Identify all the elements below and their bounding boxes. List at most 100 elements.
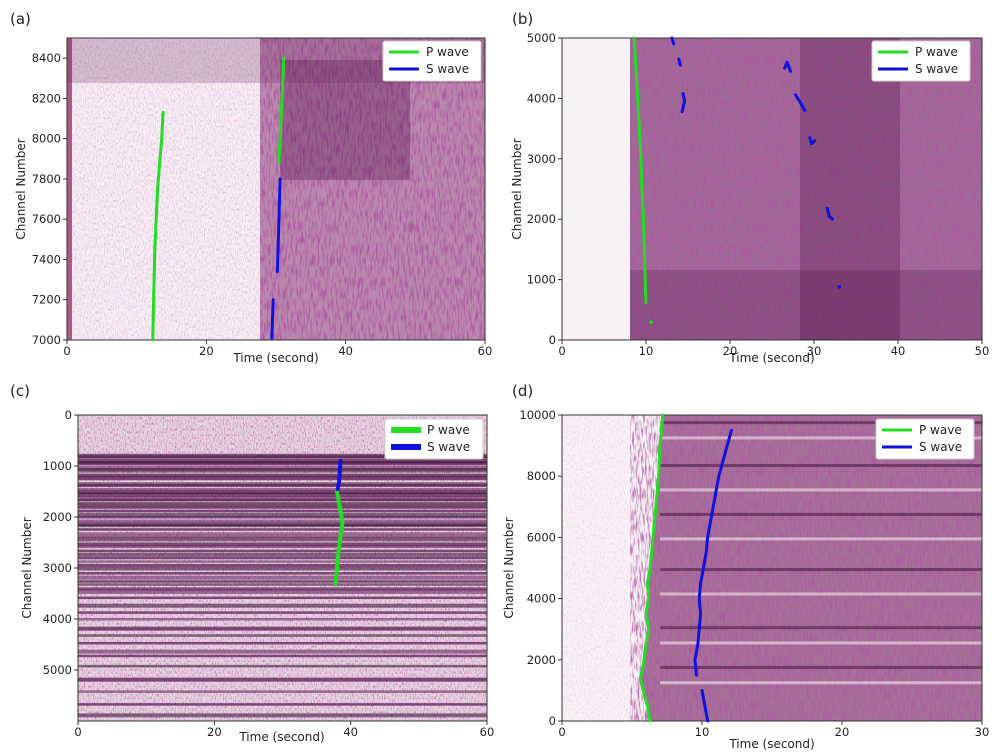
panel-a-xlabel: Time (second) xyxy=(232,351,318,365)
panel-c-trace-stripe xyxy=(78,611,487,614)
panel-c-xtick-label: 40 xyxy=(343,725,358,739)
panel-d-xtick-label: 30 xyxy=(975,725,990,739)
panel-c-trace-stripe xyxy=(78,634,487,637)
panel-b-s-wave-pick-line xyxy=(783,60,792,73)
panel-d-trace-stripes xyxy=(660,421,982,685)
panel-d-seismogram-image xyxy=(562,415,982,721)
panel-c-xtick-label: 60 xyxy=(480,725,495,739)
panel-c-trace-stripe xyxy=(78,455,487,458)
panel-c-trace-stripe xyxy=(78,591,487,594)
panel-d-ytick-label: 4000 xyxy=(527,592,556,606)
panel-d-ytick-label: 0 xyxy=(549,714,556,728)
panel-d-s-wave-pick-line xyxy=(693,428,733,677)
panel-c-trace-stripe xyxy=(78,501,487,505)
panel-d-ticks: 0 10 20 30 0 2000 4000 6000 8000 10000 xyxy=(519,408,989,739)
panel-d-xtick-label: 20 xyxy=(835,725,850,739)
panel-a-xtick-label: 40 xyxy=(338,344,353,358)
panel-c-trace-stripe xyxy=(78,626,487,631)
panel-c-trace-stripe xyxy=(78,528,487,531)
panel-d-trace-stripe xyxy=(660,463,982,467)
panel-d-ytick-label: 10000 xyxy=(519,408,556,422)
panel-a-ytick-label: 8400 xyxy=(32,51,61,65)
panel-d-trace-stripe xyxy=(660,592,982,596)
panel-c-s-wave-pick-line xyxy=(335,458,343,491)
panel-c-trace-stripe xyxy=(78,470,487,473)
panel-b-xtick-label: 30 xyxy=(807,344,822,358)
panel-c-ylabel: Channel Number xyxy=(20,517,34,618)
panel-c-trace-stripe xyxy=(78,512,487,517)
panel-a-ytick-label: 7800 xyxy=(32,172,61,186)
panel-c-trace-stripe xyxy=(78,568,487,571)
panel-c-trace-stripe xyxy=(78,482,487,487)
panel-c-trace-stripe xyxy=(78,690,487,693)
panel-b-ytick-label: 1000 xyxy=(527,273,556,287)
panel-a-ytick-label: 8000 xyxy=(32,132,61,146)
panel-b-ytick-label: 4000 xyxy=(527,91,556,105)
panel-b-xtick-label: 20 xyxy=(723,344,738,358)
panel-d-ytick-label: 8000 xyxy=(527,469,556,483)
panel-b-s-wave-pick-line xyxy=(794,93,807,112)
panel-a-ytick-label: 7200 xyxy=(32,293,61,307)
panel-c-trace-stripe xyxy=(78,522,487,527)
panel-c-trace-stripe xyxy=(78,473,487,478)
panel-c-trace-stripe xyxy=(78,506,487,510)
panel-d-s-wave-pick-line xyxy=(700,688,710,723)
panel-c-label: (c) xyxy=(10,382,30,400)
panel-d-trace-stripe xyxy=(660,681,982,685)
panel-c-trace-stripe xyxy=(78,519,487,523)
panel-b-ticks: 0 10 20 30 40 50 0 1000 2000 3000 4000 5000 xyxy=(527,31,990,358)
panel-b-legend: P wave S wave xyxy=(871,40,971,82)
panel-b-ytick-label: 3000 xyxy=(527,152,556,166)
panel-a-xtick-label: 0 xyxy=(63,344,70,358)
panel-d-trace-stripe xyxy=(660,421,982,425)
panel-d-trace-stripe xyxy=(660,665,982,669)
panel-d-legend-p-label: P wave xyxy=(919,423,962,437)
panel-b-xtick-label: 10 xyxy=(639,344,654,358)
panel-c-seismogram-image xyxy=(78,415,487,721)
panel-b-ylabel: Channel Number xyxy=(510,138,524,239)
panel-b-p-wave-pick-point xyxy=(649,320,653,324)
panel-a-ytick-label: 7400 xyxy=(32,252,61,266)
panel-c-xtick-label: 20 xyxy=(207,725,222,739)
panel-c-trace-stripe xyxy=(78,545,487,549)
panel-c-trace-stripe xyxy=(78,654,487,658)
panel-c-trace-stripe xyxy=(78,583,487,586)
panel-d-trace-stripe xyxy=(660,512,982,516)
panel-d-ytick-label: 6000 xyxy=(527,530,556,544)
panel-c-trace-stripe xyxy=(78,664,487,668)
panel-c-legend-p-label: P wave xyxy=(427,423,470,437)
panel-a-legend-p-label: P wave xyxy=(426,45,469,59)
panel-a-ytick-label: 7600 xyxy=(32,212,61,226)
panel-d-xlabel: Time (second) xyxy=(728,737,814,751)
panel-c-trace-stripe xyxy=(78,713,487,718)
panel-c-trace-stripe xyxy=(78,542,487,547)
panel-a: 0 20 40 6070007200740076007800800082008400 … xyxy=(10,10,492,365)
panel-d-ylabel: Channel Number xyxy=(502,517,516,618)
panel-b-label: (b) xyxy=(512,10,533,28)
panel-c-trace-stripe xyxy=(78,466,487,470)
panel-c-trace-stripe xyxy=(78,487,487,491)
panel-c: 0 20 40 60 0 1000 2000 3000 4000 5000 (c) Time (s… xyxy=(10,382,494,744)
panel-c-trace-stripes xyxy=(78,453,487,718)
panel-c-trace-stripe xyxy=(78,575,487,580)
panel-c-ytick-label: 5000 xyxy=(43,663,72,677)
panel-b-ytick-label: 2000 xyxy=(527,212,556,226)
panel-d-trace-stripe xyxy=(660,641,982,645)
panel-a-legend-s-label: S wave xyxy=(426,62,469,76)
panel-c-trace-stripe xyxy=(78,603,487,608)
panel-c-ytick-label: 1000 xyxy=(43,459,72,473)
panel-a-plot-frame xyxy=(66,37,486,341)
panel-c-trace-stripe xyxy=(78,496,487,501)
panel-a-legend: P wave S wave xyxy=(382,40,482,82)
panel-c-legend-s-label: S wave xyxy=(427,440,470,454)
panel-b-s-wave-pick-line xyxy=(680,92,687,114)
panel-b-ytick-label: 0 xyxy=(549,333,556,347)
panel-c-trace-stripe xyxy=(78,532,487,537)
panel-d: 0 10 20 30 0 2000 4000 6000 8000 10000 (d) Time (… xyxy=(502,382,989,751)
panel-c-trace-stripe xyxy=(78,477,487,481)
panel-b-legend-p-label: P wave xyxy=(915,45,958,59)
panel-c-trace-stripe xyxy=(78,677,487,682)
panel-d-p-wave-pick-line xyxy=(638,413,665,723)
panel-c-trace-stripe xyxy=(78,503,487,508)
panel-c-trace-stripe xyxy=(78,457,487,460)
